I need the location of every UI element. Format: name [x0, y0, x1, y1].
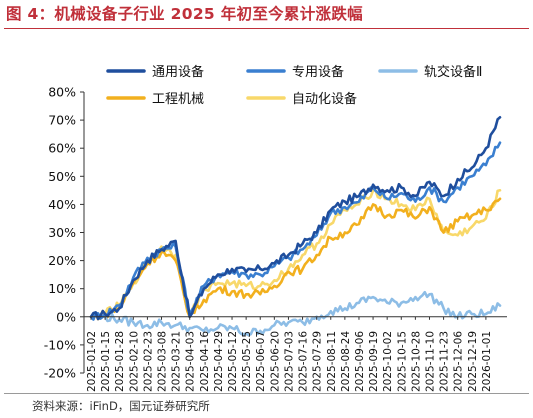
x-tick-label: 2025-03-21 — [171, 331, 183, 392]
x-tick-label: 2025-05-25 — [241, 331, 253, 392]
plot-area — [89, 116, 502, 337]
chart-legend: 通用设备 专用设备 轨交设备Ⅱ 工程机械 自动化设备 — [106, 64, 482, 107]
y-tick-label: 80% — [48, 85, 76, 100]
legend-label: 轨交设备Ⅱ — [424, 64, 482, 80]
series-line — [89, 290, 502, 337]
series-line — [89, 197, 502, 321]
legend-label: 专用设备 — [292, 64, 344, 80]
x-tick-label: 2025-02-10 — [128, 331, 140, 392]
x-tick-label: 2025-04-29 — [213, 331, 225, 392]
x-tick-label: 2025-09-19 — [368, 331, 380, 392]
y-tick-label: 0% — [56, 309, 76, 324]
x-tick-label: 2025-03-08 — [157, 331, 169, 392]
x-tick-label: 2025-06-07 — [255, 331, 267, 392]
x-tick-label: 2025-11-23 — [439, 331, 451, 392]
x-tick-label: 2025-07-29 — [312, 331, 324, 392]
y-tick-label: 60% — [48, 141, 76, 156]
series-line — [89, 116, 502, 321]
x-tick-label: 2025-10-02 — [382, 331, 394, 392]
figure-title: 图 4：机械设备子行业 2025 年初至今累计涨跌幅 — [6, 5, 363, 23]
x-tick-label: 2026-01-01 — [481, 331, 493, 392]
series-line — [89, 141, 502, 321]
title-rule — [4, 28, 529, 29]
x-tick-label: 2025-01-02 — [86, 331, 98, 392]
x-tick-label: 2025-07-03 — [283, 331, 295, 392]
x-tick-label: 2025-11-10 — [424, 331, 436, 392]
x-tick-label: 2025-04-16 — [199, 331, 211, 392]
x-tick-label: 2025-12-06 — [453, 331, 465, 392]
x-tick-label: 2025-06-20 — [269, 331, 281, 392]
line-chart: 通用设备 专用设备 轨交设备Ⅱ 工程机械 自动化设备 -20% -10% 0% 10% 20% 3… — [44, 64, 507, 392]
x-tick-label: 2025-05-12 — [227, 331, 239, 392]
y-tick-label: 10% — [48, 281, 76, 296]
y-axis: -20% -10% 0% 10% 20% 30% 40% 50% 60% 70% 80% — [44, 85, 85, 381]
x-tick-label: 2025-07-16 — [298, 331, 310, 392]
y-tick-label: 40% — [48, 197, 76, 212]
x-tick-label: 2025-08-11 — [326, 331, 338, 392]
legend-label: 工程机械 — [152, 92, 204, 107]
x-tick-label: 2025-04-03 — [185, 331, 197, 392]
y-tick-label: -10% — [44, 337, 76, 352]
y-tick-label: 70% — [48, 113, 76, 128]
x-tick-label: 2025-10-28 — [410, 331, 422, 392]
figure-source: 资料来源：iFinD，国元证券研究所 — [32, 399, 210, 413]
x-tick-label: 2025-08-24 — [340, 331, 352, 392]
y-tick-label: -20% — [44, 366, 76, 381]
x-axis: 2025-01-02 2025-01-15 2025-01-28 2025-02-10… — [84, 316, 507, 392]
x-tick-label: 2025-02-23 — [142, 331, 154, 392]
bottom-rule — [4, 393, 529, 394]
x-tick-label: 2025-01-15 — [100, 331, 112, 392]
legend-label: 自动化设备 — [292, 91, 357, 107]
legend-label: 通用设备 — [152, 64, 204, 80]
x-tick-label: 2025-01-28 — [114, 331, 126, 392]
x-tick-label: 2025-09-06 — [354, 331, 366, 392]
y-tick-label: 30% — [48, 225, 76, 240]
x-tick-label: 2025-12-19 — [467, 331, 479, 392]
x-tick-label: 2025-10-15 — [396, 331, 408, 392]
y-tick-label: 20% — [48, 253, 76, 268]
y-tick-label: 50% — [48, 169, 76, 184]
